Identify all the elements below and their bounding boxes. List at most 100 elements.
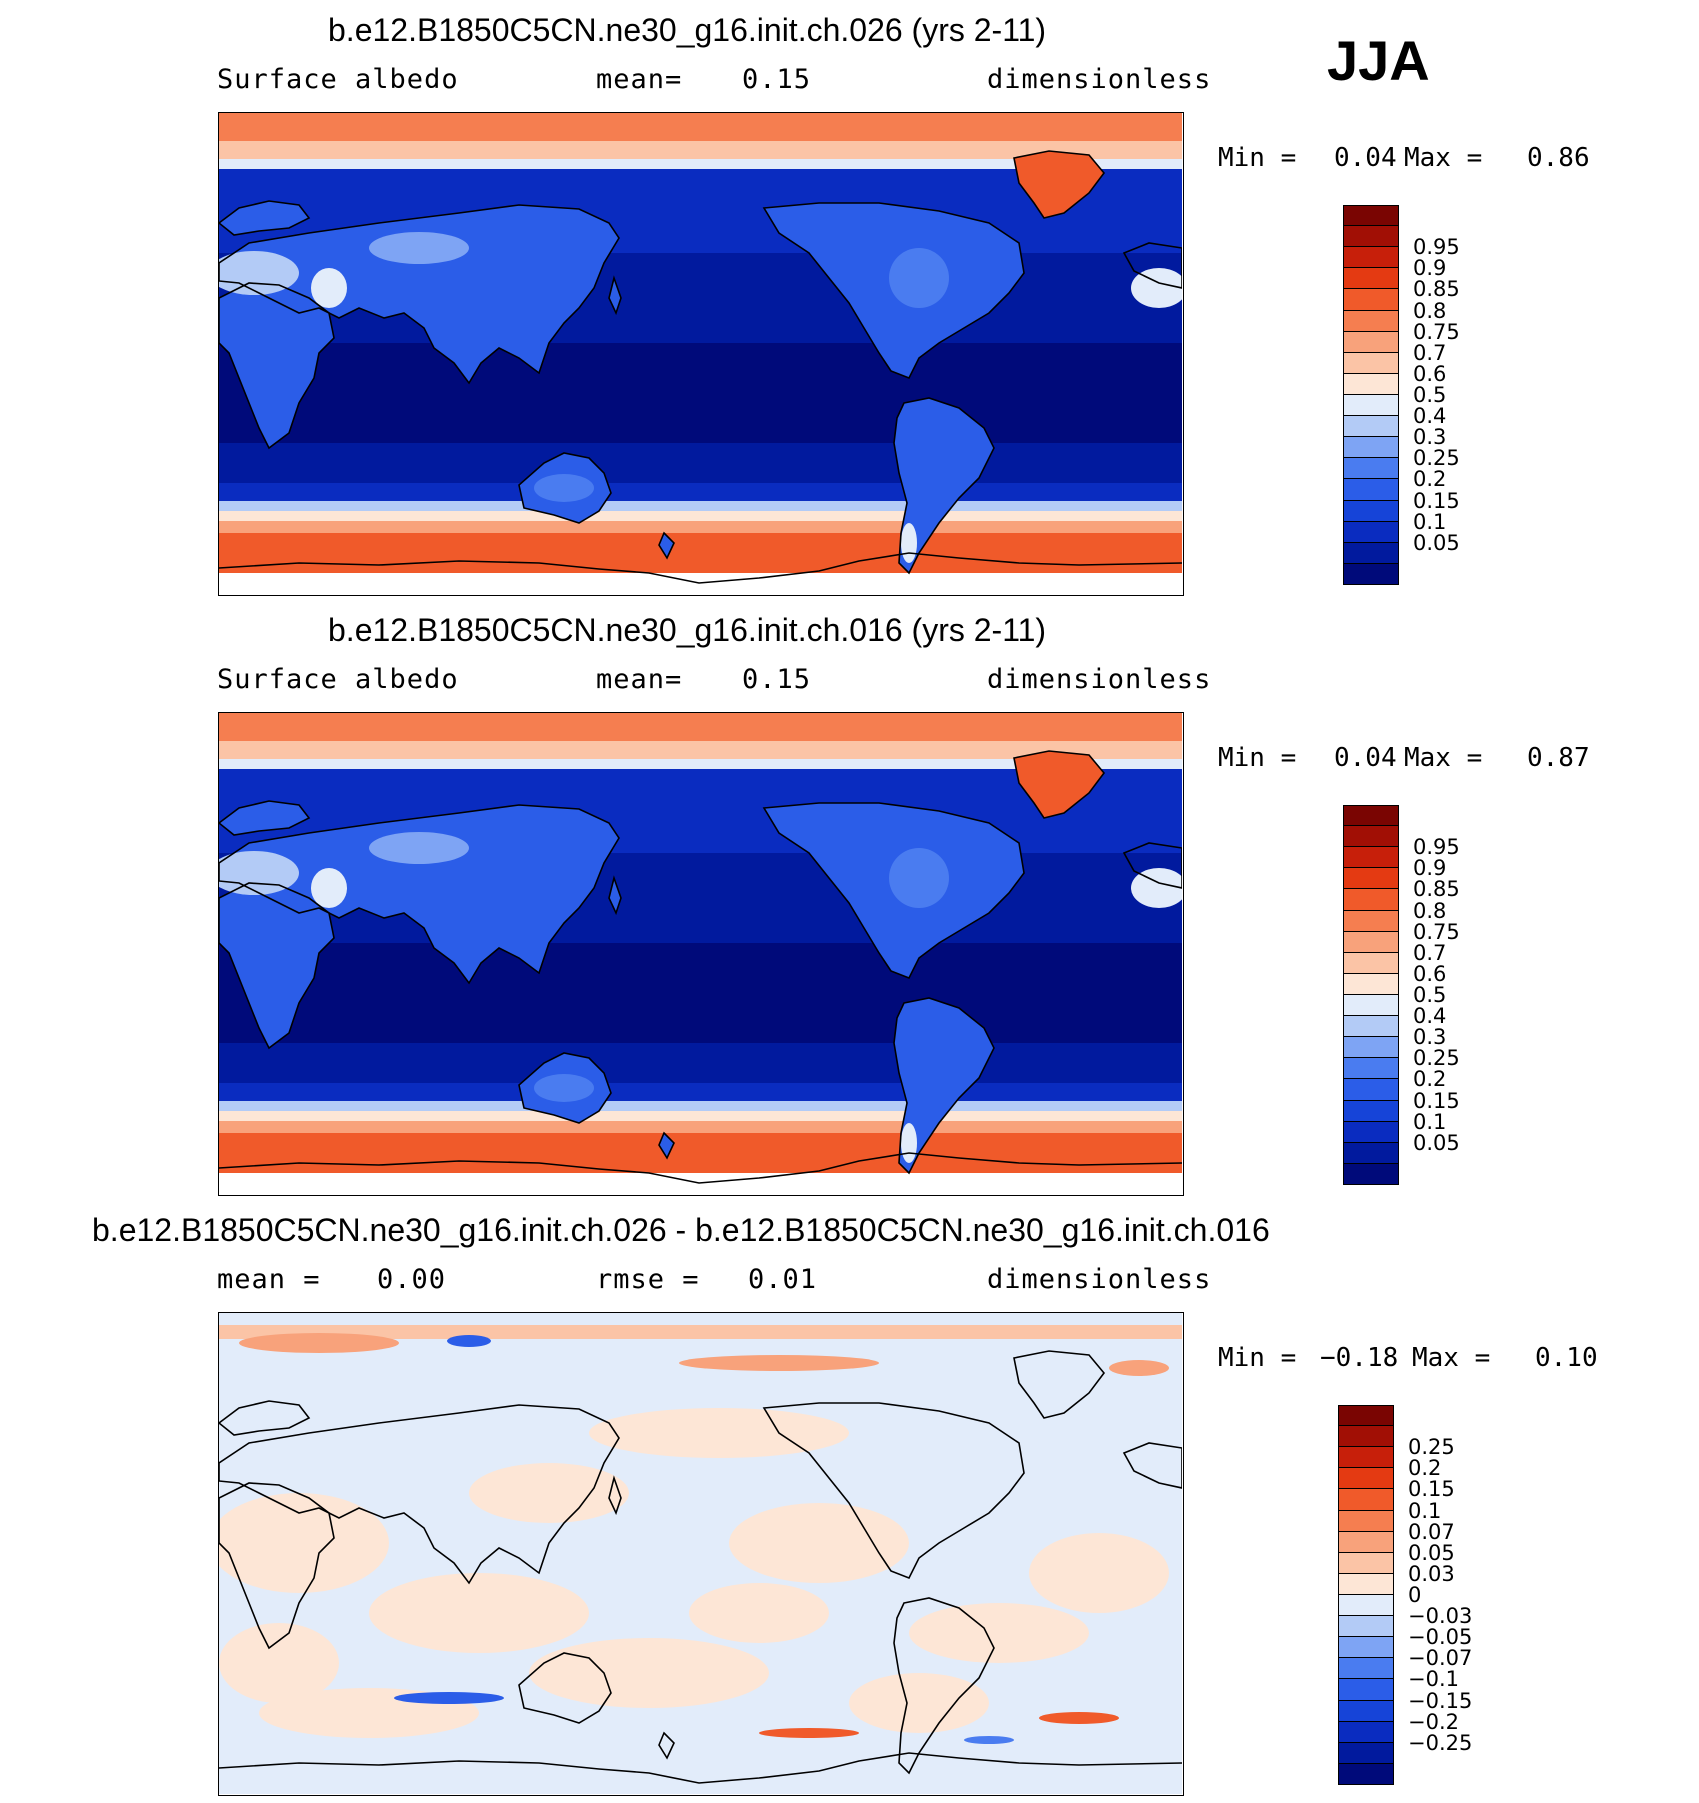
colorbar-tick-label: 0.3 (1413, 1025, 1447, 1050)
colorbar-tick-label: 0.7 (1413, 940, 1447, 965)
arctic-ice-band (219, 113, 1182, 141)
colorbar-swatch (1338, 1510, 1394, 1532)
colorbar-swatch (1343, 310, 1399, 332)
colorbar-swatch (1343, 247, 1399, 269)
coastline-japan (608, 1475, 622, 1516)
colorbar-tick-label: 0.4 (1413, 404, 1447, 429)
panel-1-mean-value: 0.15 (742, 64, 812, 95)
coastline-nz (658, 531, 675, 560)
colorbar-tick-label: 0.2 (1413, 1067, 1447, 1092)
colorbar-swatch (1343, 289, 1399, 311)
panel-2-min-value: 0.04 (1334, 743, 1397, 773)
coastline-asia (219, 804, 620, 985)
colorbar-tick-label: 0.7 (1413, 340, 1447, 365)
coastline-australia (518, 1652, 612, 1724)
colorbar-tick-label: 0.25 (1413, 1046, 1460, 1071)
coastline-nz (658, 1731, 675, 1760)
colorbar-swatch (1338, 1742, 1394, 1764)
season-label: JJA (1327, 29, 1430, 92)
colorbar-swatch (1343, 373, 1399, 395)
colorbar-swatch (1343, 868, 1399, 890)
colorbar-tick-label: 0.8 (1413, 898, 1447, 923)
colorbar-swatch (1343, 1016, 1399, 1038)
coastline-japan (608, 875, 622, 916)
colorbar-tick-label: 0.2 (1413, 467, 1447, 492)
panel-1-title: b.e12.B1850C5CN.ne30_g16.init.ch.026 (yr… (328, 12, 1047, 48)
panel-2-title: b.e12.B1850C5CN.ne30_g16.init.ch.016 (yr… (328, 612, 1047, 648)
antarctic-ice-band (219, 1101, 1182, 1111)
coastline-samerica (893, 397, 995, 575)
colorbar-tick-label: 0.9 (1413, 256, 1447, 281)
coastline-greenland (1013, 1350, 1106, 1419)
colorbar-tick-label: 0.8 (1413, 298, 1447, 323)
coastline-africa (219, 282, 335, 450)
colorbar-tick-label: 0.6 (1413, 961, 1447, 986)
coastline-africa (219, 882, 335, 1050)
coastline-australia (518, 1052, 612, 1124)
colorbar-swatch (1343, 1058, 1399, 1080)
greenland-ice (1014, 751, 1104, 818)
colorbar-swatch (1338, 1658, 1394, 1680)
colorbar-swatch (1343, 805, 1399, 827)
panel-3-units: dimensionless (987, 1264, 1212, 1295)
coastline-antarctica (219, 1152, 1182, 1184)
coastline-nz (658, 1131, 675, 1160)
coastline-iceland (1122, 242, 1182, 289)
colorbar-swatch (1338, 1679, 1394, 1701)
colorbar-swatch (1343, 437, 1399, 459)
colorbar-swatch (1343, 458, 1399, 480)
colorbar-tick-label: 0.05 (1408, 1540, 1455, 1565)
colorbar-tick-label: −0.15 (1408, 1688, 1473, 1713)
coastline-namerica (762, 802, 1025, 980)
coastline-greenland (1013, 750, 1106, 819)
panel-3-max-label: Max = (1412, 1343, 1491, 1373)
colorbar-tick-label: 0.85 (1413, 277, 1460, 302)
colorbar-tick-label: 0.15 (1413, 1088, 1460, 1113)
coastline-asia (219, 204, 620, 385)
panel-3-rmse-value: 0.01 (748, 1264, 818, 1295)
panel-2-mean-label: mean= (596, 664, 683, 695)
panel-2-max-label: Max = (1404, 743, 1483, 773)
colorbar-swatch (1338, 1489, 1394, 1511)
colorbar-tick-label: −0.1 (1408, 1667, 1459, 1692)
colorbar-swatch (1343, 1142, 1399, 1164)
colorbar-tick-label: 0.95 (1413, 835, 1460, 860)
coastline-namerica (762, 202, 1025, 380)
panel-1-max-label: Max = (1404, 143, 1483, 173)
colorbar-swatch (1343, 1079, 1399, 1101)
greenland-ice (1014, 151, 1104, 218)
colorbar-swatch (1343, 1121, 1399, 1143)
colorbar-tick-label: 0.2 (1408, 1456, 1442, 1481)
coastline-australia (518, 452, 612, 524)
colorbar-swatch (1338, 1447, 1394, 1469)
colorbar-tick-label: 0.1 (1413, 1109, 1447, 1134)
sahara-bright (219, 251, 299, 295)
panel-1-min-label: Min = (1218, 143, 1297, 173)
panel-3-rmse-label: rmse = (596, 1264, 700, 1295)
antarctic-ice-band (219, 501, 1182, 511)
colorbar-swatch (1338, 1700, 1394, 1722)
colorbar-swatch (1338, 1468, 1394, 1490)
sahara-bright (219, 851, 299, 895)
coastline-europe (219, 800, 311, 836)
colorbar-tick-label: 0.15 (1408, 1477, 1455, 1502)
coastline-samerica (893, 997, 995, 1175)
panel-1-max-value: 0.86 (1527, 143, 1590, 173)
colorbar-tick-label: 0.9 (1413, 856, 1447, 881)
coastline-samerica (893, 1597, 995, 1775)
colorbar-tick-label: 0.1 (1408, 1498, 1442, 1523)
colorbar-swatch (1343, 500, 1399, 522)
colorbar-tick-label: 0.95 (1413, 235, 1460, 260)
colorbar-swatch (1343, 910, 1399, 932)
colorbar-swatch (1343, 1037, 1399, 1059)
colorbar-tick-label: 0.75 (1413, 319, 1460, 344)
colorbar-tick-label: −0.07 (1408, 1646, 1473, 1671)
panel-3-map (218, 1312, 1184, 1796)
colorbar-swatch (1343, 226, 1399, 248)
colorbar-tick-label: −0.03 (1408, 1604, 1473, 1629)
panel-2-map (218, 712, 1184, 1196)
colorbar-tick-label: 0.25 (1413, 446, 1460, 471)
colorbar-swatch (1343, 889, 1399, 911)
colorbar-swatch (1343, 331, 1399, 353)
coastline-asia (219, 1404, 620, 1585)
